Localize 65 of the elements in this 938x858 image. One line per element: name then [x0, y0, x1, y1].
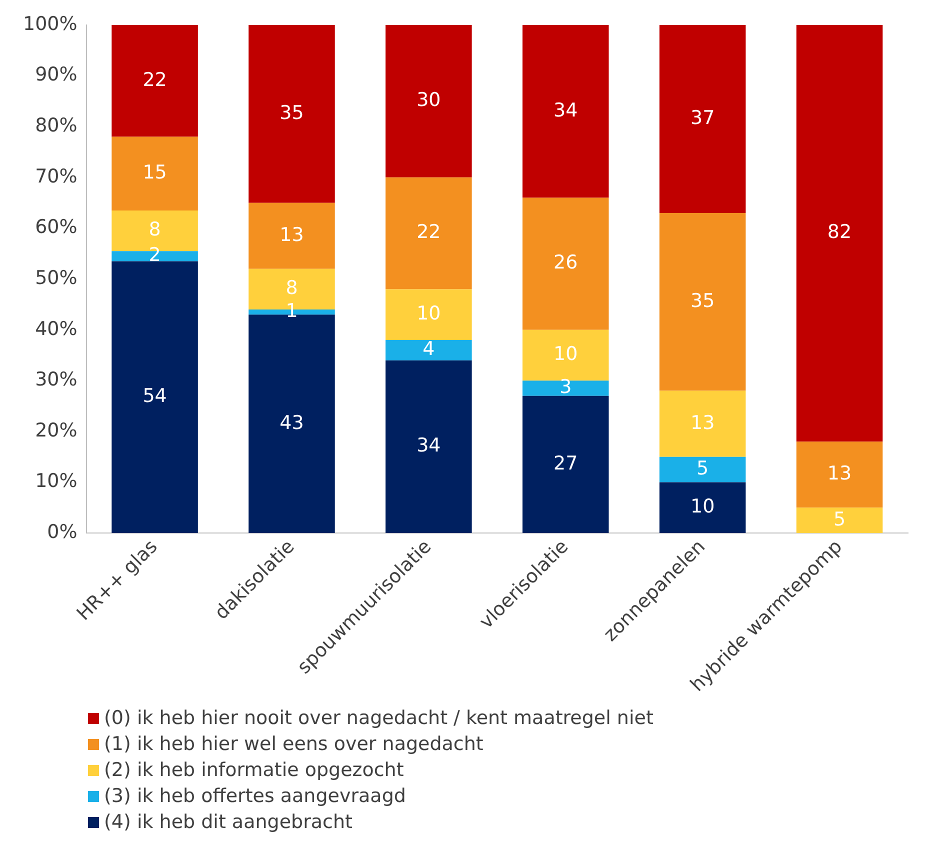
y-tick-label: 0% — [47, 521, 78, 544]
data-label: 82 — [827, 221, 852, 244]
bar — [796, 508, 883, 534]
data-label: 8 — [148, 218, 161, 241]
data-label: 10 — [554, 343, 578, 366]
y-tick-label: 20% — [35, 419, 78, 442]
bar — [522, 25, 609, 198]
bar — [522, 198, 609, 330]
bar — [248, 202, 335, 269]
data-label: 15 — [142, 162, 167, 184]
data-label: 13 — [690, 412, 715, 434]
data-label: 5 — [833, 508, 846, 530]
bar — [659, 456, 746, 482]
y-tick-label: 80% — [35, 114, 78, 137]
y-tick-label: 60% — [35, 216, 78, 238]
data-label: 43 — [280, 412, 304, 434]
data-label: 22 — [142, 68, 167, 91]
y-tick-label: 50% — [35, 266, 78, 289]
data-label: 34 — [554, 99, 578, 122]
data-label: 54 — [142, 385, 167, 408]
y-tick-label: 90% — [35, 64, 78, 86]
bar — [386, 360, 472, 534]
legend-label: (1) ik heb hier wel eens over nagedacht — [104, 732, 484, 757]
bar — [112, 261, 198, 534]
bar — [386, 25, 472, 178]
y-tick-label: 70% — [35, 165, 78, 188]
data-label: 10 — [416, 302, 441, 325]
y-tick-label: 10% — [35, 470, 78, 492]
bar — [112, 25, 198, 137]
data-label: 34 — [416, 434, 441, 457]
y-tick-label: 30% — [35, 368, 78, 391]
data-label: 26 — [554, 252, 578, 274]
bar — [659, 25, 746, 213]
bar — [112, 136, 198, 210]
data-label: 10 — [690, 496, 715, 518]
bar — [248, 25, 335, 203]
data-label: 4 — [422, 338, 435, 360]
bar — [659, 390, 746, 457]
bar — [386, 289, 472, 340]
data-label: 13 — [827, 462, 852, 485]
data-label: 8 — [286, 277, 298, 300]
bar — [659, 212, 746, 391]
bar — [796, 25, 883, 442]
legend-label: (0) ik heb hier nooit over nagedacht / kent maatregel niet — [104, 706, 654, 731]
y-tick-label: 40% — [35, 318, 78, 340]
y-tick-label: 100% — [22, 12, 78, 35]
bar — [522, 396, 609, 534]
bar — [522, 380, 609, 396]
data-label: 22 — [416, 221, 441, 244]
data-label: 27 — [554, 452, 578, 474]
data-label: 35 — [690, 290, 715, 312]
data-label: 35 — [280, 102, 304, 124]
legend-label: (3) ik heb offertes aangevraagd — [104, 784, 406, 809]
data-label: 5 — [696, 458, 709, 480]
bar — [386, 340, 472, 360]
legend-label: (2) ik heb informatie opgezocht — [104, 758, 404, 783]
data-label: 37 — [690, 106, 715, 129]
bar — [386, 177, 472, 290]
bar — [659, 482, 746, 534]
data-label: 13 — [280, 224, 304, 246]
data-label: 30 — [416, 89, 441, 112]
bar — [796, 442, 883, 508]
data-label: 3 — [560, 376, 572, 398]
data-label: 2 — [148, 244, 161, 266]
legend-label: (4) ik heb dit aangebracht — [104, 810, 352, 835]
